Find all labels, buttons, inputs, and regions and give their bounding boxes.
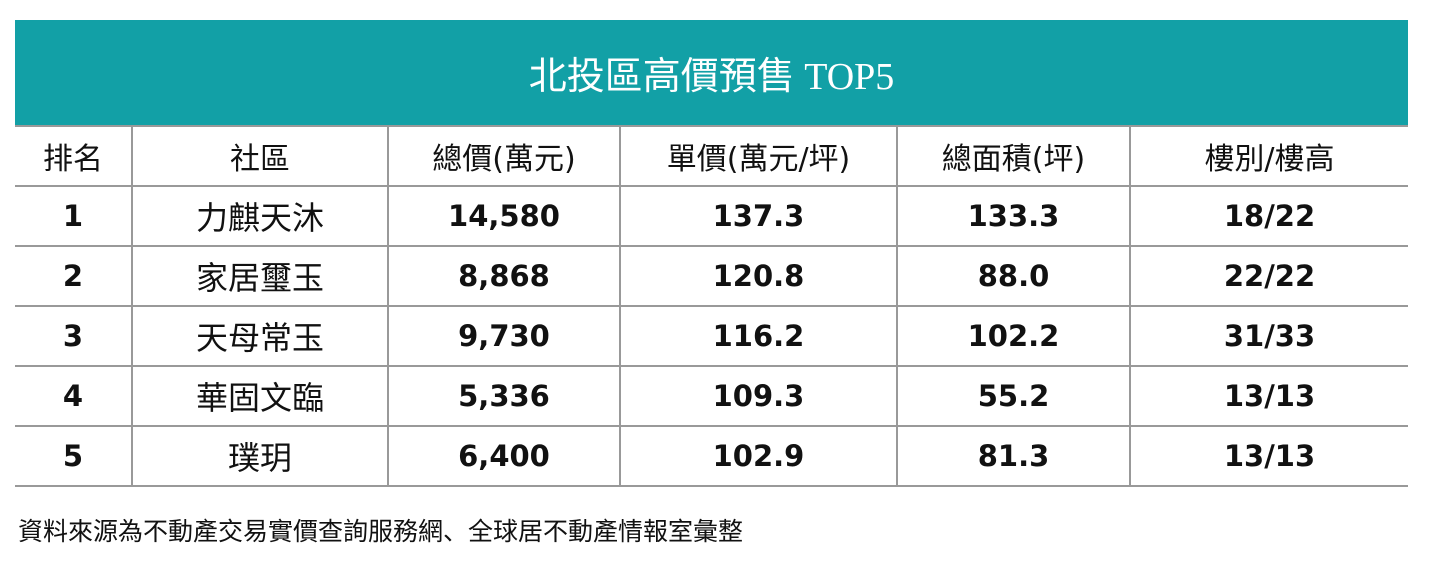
table-cell: 18/22 bbox=[1129, 185, 1408, 247]
header-cell: 樓別/樓高 bbox=[1129, 125, 1408, 187]
header-cell: 社區 bbox=[131, 125, 388, 187]
table-cell: 力麒天沐 bbox=[131, 185, 388, 247]
table-cell: 1 bbox=[15, 185, 132, 247]
table-cell: 8,868 bbox=[387, 245, 620, 307]
table-cell: 9,730 bbox=[387, 305, 620, 367]
table-cell: 31/33 bbox=[1129, 305, 1408, 367]
table-cell: 13/13 bbox=[1129, 425, 1408, 487]
source-note: 資料來源為不動產交易實價查詢服務網、全球居不動產情報室彙整 bbox=[18, 517, 744, 546]
header-cell: 排名 bbox=[15, 125, 132, 187]
table-row: 5 璞玥 6,400 102.9 81.3 13/13 bbox=[15, 425, 1408, 487]
ranking-table: 排名 社區 總價(萬元) 單價(萬元/坪) 總面積(坪) 樓別/樓高 1 力麒天沐 14,58… bbox=[15, 125, 1408, 487]
table-row: 1 力麒天沐 14,580 137.3 133.3 18/22 bbox=[15, 185, 1408, 247]
table-cell: 4 bbox=[15, 365, 132, 427]
table-cell: 109.3 bbox=[619, 365, 897, 427]
table-cell: 2 bbox=[15, 245, 132, 307]
table-cell: 華固文臨 bbox=[131, 365, 388, 427]
table-row: 3 天母常玉 9,730 116.2 102.2 31/33 bbox=[15, 305, 1408, 367]
table-cell: 5,336 bbox=[387, 365, 620, 427]
table-cell: 22/22 bbox=[1129, 245, 1408, 307]
table-cell: 55.2 bbox=[896, 365, 1130, 427]
table-cell: 102.9 bbox=[619, 425, 897, 487]
table-title: 北投區高價預售 TOP5 bbox=[15, 20, 1408, 125]
table-cell: 3 bbox=[15, 305, 132, 367]
table-row: 2 家居璽玉 8,868 120.8 88.0 22/22 bbox=[15, 245, 1408, 307]
table-cell: 14,580 bbox=[387, 185, 620, 247]
table-cell: 116.2 bbox=[619, 305, 897, 367]
header-cell: 單價(萬元/坪) bbox=[619, 125, 897, 187]
table-cell: 天母常玉 bbox=[131, 305, 388, 367]
table-cell: 5 bbox=[15, 425, 132, 487]
table-cell: 13/13 bbox=[1129, 365, 1408, 427]
table-cell: 137.3 bbox=[619, 185, 897, 247]
table-cell: 家居璽玉 bbox=[131, 245, 388, 307]
table-cell: 88.0 bbox=[896, 245, 1130, 307]
header-row: 排名 社區 總價(萬元) 單價(萬元/坪) 總面積(坪) 樓別/樓高 bbox=[15, 125, 1408, 187]
header-cell: 總價(萬元) bbox=[387, 125, 620, 187]
table-cell: 璞玥 bbox=[131, 425, 388, 487]
table-cell: 133.3 bbox=[896, 185, 1130, 247]
header-cell: 總面積(坪) bbox=[896, 125, 1130, 187]
table-row: 4 華固文臨 5,336 109.3 55.2 13/13 bbox=[15, 365, 1408, 427]
table-cell: 6,400 bbox=[387, 425, 620, 487]
table-cell: 81.3 bbox=[896, 425, 1130, 487]
table-cell: 102.2 bbox=[896, 305, 1130, 367]
table-cell: 120.8 bbox=[619, 245, 897, 307]
